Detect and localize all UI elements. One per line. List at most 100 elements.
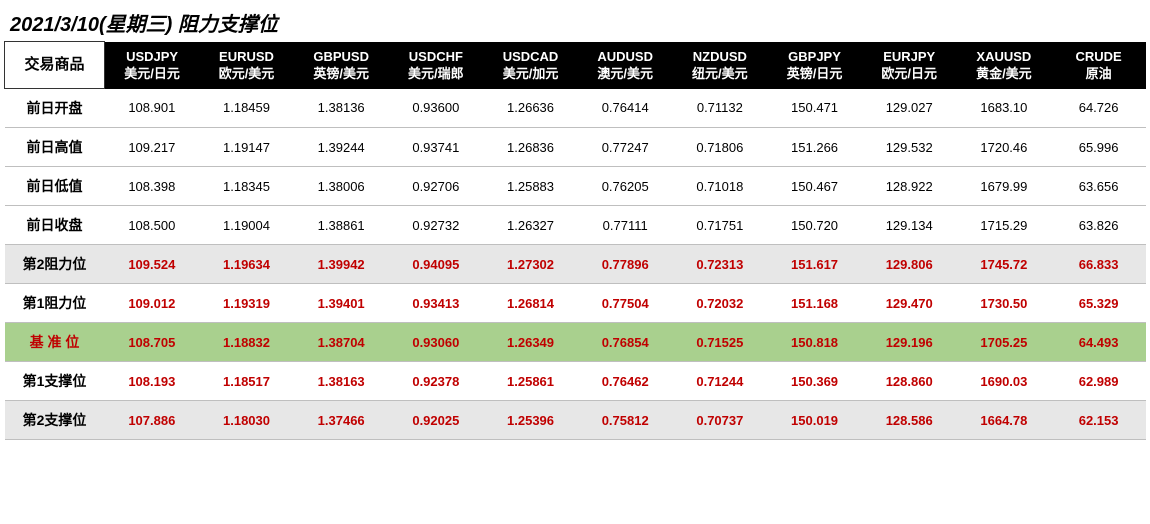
row-label: 第2阻力位 (5, 245, 105, 284)
cell-value: 1.18517 (199, 362, 294, 401)
cell-value: 151.168 (767, 284, 862, 323)
cell-value: 1.19147 (199, 128, 294, 167)
table-row: 前日低值108.3981.183451.380060.927061.258830… (5, 167, 1147, 206)
column-name: 欧元/日元 (864, 65, 955, 83)
column-code: AUDUSD (580, 48, 671, 66)
column-code: USDJPY (107, 48, 197, 66)
cell-value: 1.38861 (294, 206, 389, 245)
cell-value: 1.39401 (294, 284, 389, 323)
cell-value: 0.77504 (578, 284, 673, 323)
row-label: 第1支撑位 (5, 362, 105, 401)
cell-value: 63.826 (1051, 206, 1146, 245)
column-header: USDCAD美元/加元 (483, 42, 578, 89)
column-code: NZDUSD (675, 48, 766, 66)
table-body: 前日开盘108.9011.184591.381360.936001.266360… (5, 89, 1147, 440)
cell-value: 108.193 (105, 362, 200, 401)
cell-value: 129.134 (862, 206, 957, 245)
cell-value: 1.26327 (483, 206, 578, 245)
cell-value: 1.38136 (294, 89, 389, 128)
row-label: 基 准 位 (5, 323, 105, 362)
cell-value: 0.77111 (578, 206, 673, 245)
cell-value: 150.818 (767, 323, 862, 362)
column-code: GBPJPY (769, 48, 860, 66)
cell-value: 0.72313 (673, 245, 768, 284)
row-label: 第1阻力位 (5, 284, 105, 323)
column-name: 美元/日元 (107, 65, 197, 83)
cell-value: 1720.46 (957, 128, 1052, 167)
cell-value: 109.012 (105, 284, 200, 323)
cell-value: 0.94095 (389, 245, 484, 284)
cell-value: 0.71751 (673, 206, 768, 245)
cell-value: 0.76205 (578, 167, 673, 206)
cell-value: 0.77247 (578, 128, 673, 167)
cell-value: 0.92025 (389, 401, 484, 440)
cell-value: 1.19004 (199, 206, 294, 245)
table-row: 前日高值109.2171.191471.392440.937411.268360… (5, 128, 1147, 167)
cell-value: 1.39244 (294, 128, 389, 167)
cell-value: 129.806 (862, 245, 957, 284)
cell-value: 107.886 (105, 401, 200, 440)
column-header: USDJPY美元/日元 (105, 42, 200, 89)
cell-value: 128.922 (862, 167, 957, 206)
cell-value: 64.493 (1051, 323, 1146, 362)
cell-value: 129.196 (862, 323, 957, 362)
cell-value: 0.72032 (673, 284, 768, 323)
column-code: GBPUSD (296, 48, 387, 66)
cell-value: 0.71018 (673, 167, 768, 206)
sr-table: 交易商品 USDJPY美元/日元EURUSD欧元/美元GBPUSD英镑/美元US… (4, 41, 1146, 440)
cell-value: 0.92732 (389, 206, 484, 245)
cell-value: 109.524 (105, 245, 200, 284)
cell-value: 1.26636 (483, 89, 578, 128)
cell-value: 63.656 (1051, 167, 1146, 206)
cell-value: 1.37466 (294, 401, 389, 440)
table-row: 第2支撑位107.8861.180301.374660.920251.25396… (5, 401, 1147, 440)
column-name: 欧元/美元 (201, 65, 292, 83)
column-header: USDCHF美元/瑞郎 (389, 42, 484, 89)
column-code: USDCAD (485, 48, 576, 66)
cell-value: 1.26814 (483, 284, 578, 323)
cell-value: 1.25883 (483, 167, 578, 206)
cell-value: 1705.25 (957, 323, 1052, 362)
column-name: 澳元/美元 (580, 65, 671, 83)
cell-value: 66.833 (1051, 245, 1146, 284)
cell-value: 128.860 (862, 362, 957, 401)
cell-value: 0.93600 (389, 89, 484, 128)
cell-value: 108.500 (105, 206, 200, 245)
page-title: 2021/3/10(星期三) 阻力支撑位 (4, 4, 1146, 41)
column-code: CRUDE (1053, 48, 1144, 66)
cell-value: 1730.50 (957, 284, 1052, 323)
table-row: 第1支撑位108.1931.185171.381630.923781.25861… (5, 362, 1147, 401)
header-product: 交易商品 (5, 42, 105, 89)
column-name: 美元/瑞郎 (391, 65, 482, 83)
row-label: 前日低值 (5, 167, 105, 206)
cell-value: 1.18345 (199, 167, 294, 206)
table-row: 基 准 位108.7051.188321.387040.930601.26349… (5, 323, 1147, 362)
cell-value: 62.153 (1051, 401, 1146, 440)
cell-value: 1683.10 (957, 89, 1052, 128)
cell-value: 150.720 (767, 206, 862, 245)
cell-value: 1.26349 (483, 323, 578, 362)
column-code: EURUSD (201, 48, 292, 66)
column-header: GBPJPY英镑/日元 (767, 42, 862, 89)
cell-value: 1.18832 (199, 323, 294, 362)
column-header: NZDUSD纽元/美元 (673, 42, 768, 89)
cell-value: 1.25396 (483, 401, 578, 440)
cell-value: 65.329 (1051, 284, 1146, 323)
cell-value: 1690.03 (957, 362, 1052, 401)
cell-value: 109.217 (105, 128, 200, 167)
cell-value: 0.92378 (389, 362, 484, 401)
cell-value: 1.38704 (294, 323, 389, 362)
cell-value: 108.398 (105, 167, 200, 206)
cell-value: 1745.72 (957, 245, 1052, 284)
cell-value: 0.76854 (578, 323, 673, 362)
cell-value: 1.18459 (199, 89, 294, 128)
cell-value: 1664.78 (957, 401, 1052, 440)
cell-value: 0.70737 (673, 401, 768, 440)
table-row: 第1阻力位109.0121.193191.394010.934131.26814… (5, 284, 1147, 323)
cell-value: 129.027 (862, 89, 957, 128)
cell-value: 0.75812 (578, 401, 673, 440)
column-header: EURUSD欧元/美元 (199, 42, 294, 89)
cell-value: 0.76414 (578, 89, 673, 128)
column-name: 英镑/美元 (296, 65, 387, 83)
cell-value: 1.18030 (199, 401, 294, 440)
